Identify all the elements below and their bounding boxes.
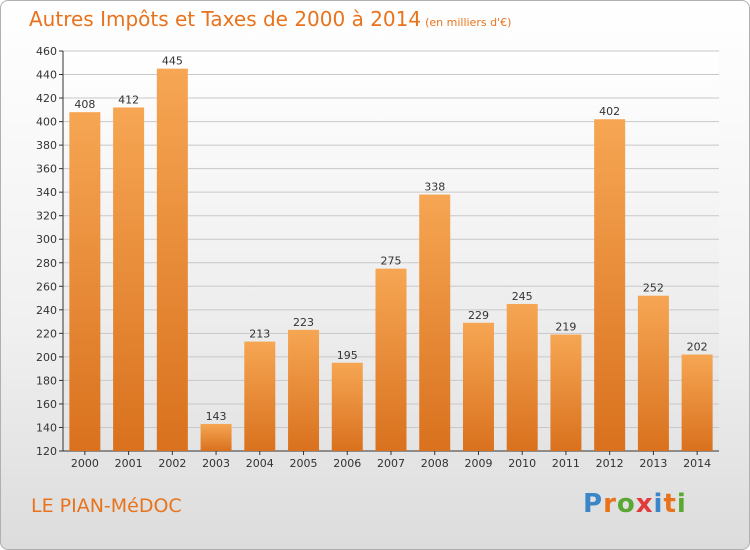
data-label: 408 <box>74 98 95 111</box>
logo-letter: r <box>603 489 617 519</box>
data-label: 223 <box>293 316 314 329</box>
data-label: 229 <box>468 309 489 322</box>
y-tick-label: 460 <box>36 45 57 58</box>
bar <box>69 112 101 452</box>
x-tick-label: 2003 <box>202 457 230 470</box>
x-tick-label: 2012 <box>596 457 624 470</box>
y-tick-label: 160 <box>36 398 57 411</box>
y-tick-label: 200 <box>36 351 57 364</box>
bar <box>506 303 538 451</box>
x-tick-label: 2005 <box>290 457 318 470</box>
y-tick-label: 320 <box>36 210 57 223</box>
proxiti-logo: Proxiti <box>583 489 687 519</box>
y-tick-label: 180 <box>36 374 57 387</box>
data-label: 252 <box>643 282 664 295</box>
x-tick-label: 2002 <box>158 457 186 470</box>
data-label: 402 <box>599 105 620 118</box>
y-tick-label: 260 <box>36 280 57 293</box>
x-tick-label: 2004 <box>246 457 274 470</box>
data-label: 143 <box>206 410 227 423</box>
x-tick-label: 2006 <box>333 457 361 470</box>
logo-letter: t <box>663 489 677 519</box>
bar <box>462 322 494 451</box>
y-tick-label: 420 <box>36 92 57 105</box>
x-tick-label: 2000 <box>71 457 99 470</box>
bar <box>419 194 451 451</box>
chart-title-text: Autres Impôts et Taxes de 2000 à 2014 <box>29 7 422 31</box>
bar <box>681 354 713 451</box>
bar <box>113 107 145 452</box>
y-tick-label: 240 <box>36 304 57 317</box>
data-label: 195 <box>337 349 358 362</box>
bar <box>156 68 188 451</box>
bar <box>331 362 363 451</box>
chart-unit-note: (en milliers d'€) <box>425 16 512 29</box>
logo-letter: x <box>635 489 654 519</box>
data-label: 445 <box>162 55 183 68</box>
x-tick-label: 2014 <box>683 457 711 470</box>
data-label: 213 <box>249 328 270 341</box>
y-tick-label: 120 <box>36 445 57 458</box>
bar <box>637 295 669 451</box>
y-tick-label: 380 <box>36 139 57 152</box>
y-tick-label: 440 <box>36 69 57 82</box>
logo-letter: i <box>653 489 664 519</box>
y-tick-label: 280 <box>36 257 57 270</box>
logo-letter: i <box>676 489 687 519</box>
bar <box>244 341 276 451</box>
bar <box>594 119 626 451</box>
x-tick-label: 2007 <box>377 457 405 470</box>
x-tick-label: 2011 <box>552 457 580 470</box>
bar <box>200 423 232 451</box>
bar <box>550 334 582 451</box>
y-tick-label: 140 <box>36 421 57 434</box>
logo-letter: o <box>616 489 636 519</box>
x-tick-label: 2013 <box>639 457 667 470</box>
y-tick-label: 400 <box>36 116 57 129</box>
x-tick-label: 2001 <box>115 457 143 470</box>
y-tick-label: 220 <box>36 327 57 340</box>
x-tick-label: 2009 <box>464 457 492 470</box>
data-label: 338 <box>424 181 445 194</box>
data-label: 245 <box>512 290 533 303</box>
bar <box>288 329 320 451</box>
bar <box>375 268 407 451</box>
data-label: 219 <box>555 321 576 334</box>
y-tick-label: 340 <box>36 186 57 199</box>
y-tick-label: 300 <box>36 233 57 246</box>
location-label: LE PIAN-MéDOC <box>31 495 182 517</box>
logo-letter: P <box>583 489 604 519</box>
x-tick-label: 2008 <box>421 457 449 470</box>
data-label: 412 <box>118 93 139 106</box>
data-label: 202 <box>687 341 708 354</box>
data-label: 275 <box>381 255 402 268</box>
chart-title: Autres Impôts et Taxes de 2000 à 2014 (en… <box>29 7 511 31</box>
y-tick-label: 360 <box>36 163 57 176</box>
x-tick-label: 2010 <box>508 457 536 470</box>
